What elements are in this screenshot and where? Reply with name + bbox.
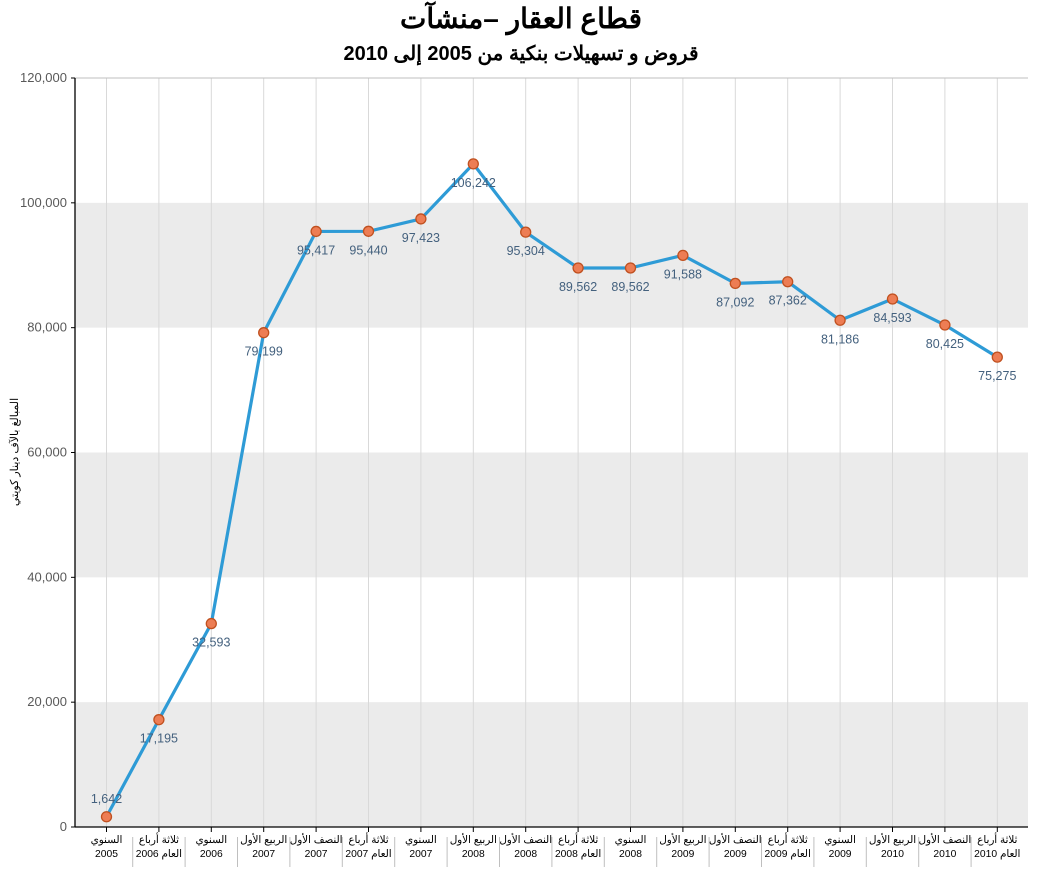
svg-text:75,275: 75,275 <box>978 369 1016 383</box>
svg-text:95,417: 95,417 <box>297 243 335 257</box>
svg-text:91,588: 91,588 <box>664 267 702 281</box>
svg-text:95,440: 95,440 <box>349 243 387 257</box>
svg-text:0: 0 <box>60 819 67 834</box>
svg-text:89,562: 89,562 <box>559 280 597 294</box>
svg-text:المبالغ بالآف دينار كويتي: المبالغ بالآف دينار كويتي <box>8 398 21 506</box>
svg-text:60,000: 60,000 <box>27 445 67 460</box>
svg-text:81,186: 81,186 <box>821 332 859 346</box>
svg-text:17,195: 17,195 <box>140 732 178 746</box>
svg-text:1,642: 1,642 <box>91 792 122 806</box>
svg-text:84,593: 84,593 <box>873 311 911 325</box>
svg-text:97,423: 97,423 <box>402 231 440 245</box>
svg-text:79,199: 79,199 <box>245 345 283 359</box>
svg-text:40,000: 40,000 <box>27 569 67 584</box>
svg-text:95,304: 95,304 <box>507 244 545 258</box>
svg-text:32,593: 32,593 <box>192 636 230 650</box>
svg-text:120,000: 120,000 <box>20 70 67 85</box>
svg-text:80,000: 80,000 <box>27 320 67 335</box>
svg-text:87,092: 87,092 <box>716 295 754 309</box>
svg-text:80,425: 80,425 <box>926 337 964 351</box>
svg-text:106,242: 106,242 <box>451 176 496 190</box>
svg-text:87,362: 87,362 <box>769 294 807 308</box>
svg-text:20,000: 20,000 <box>27 694 67 709</box>
svg-text:89,562: 89,562 <box>611 280 649 294</box>
svg-text:100,000: 100,000 <box>20 195 67 210</box>
